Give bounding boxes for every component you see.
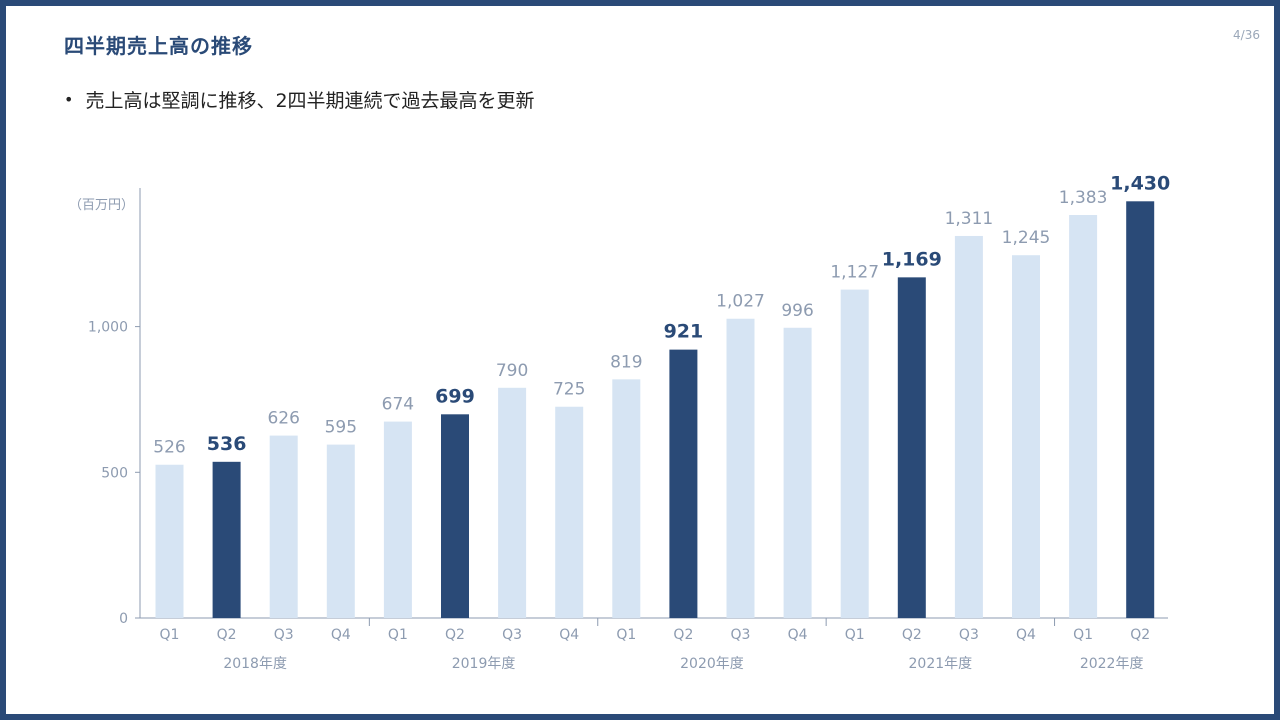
data-label: 819 — [610, 352, 642, 372]
x-tick-label: Q3 — [274, 627, 294, 643]
x-tick-label: Q2 — [445, 627, 465, 643]
x-tick-label: Q4 — [788, 627, 808, 643]
bar — [612, 379, 641, 618]
bar — [840, 289, 869, 618]
x-tick-label: Q4 — [559, 627, 579, 643]
data-label: 790 — [496, 361, 528, 381]
bar — [269, 435, 298, 618]
bar — [498, 387, 527, 618]
bar — [1126, 201, 1155, 618]
bar — [1012, 255, 1040, 618]
data-label: 1,311 — [945, 209, 994, 229]
data-label: 1,027 — [716, 292, 765, 312]
x-tick-label: Q4 — [1016, 627, 1036, 643]
data-label: 996 — [781, 301, 813, 321]
x-tick-label: Q1 — [616, 627, 636, 643]
bar — [954, 235, 983, 618]
data-label: 1,127 — [830, 263, 879, 283]
x-group-label: 2021年度 — [909, 656, 973, 672]
data-label: 595 — [325, 418, 357, 438]
x-tick-label: Q3 — [502, 627, 522, 643]
bar — [1069, 214, 1098, 618]
data-label: 1,430 — [1110, 172, 1170, 194]
data-label: 536 — [207, 433, 247, 455]
x-tick-label: Q2 — [1130, 627, 1150, 643]
data-label: 674 — [382, 395, 414, 415]
data-label: 699 — [435, 385, 475, 407]
x-tick-label: Q3 — [959, 627, 979, 643]
x-tick-label: Q1 — [845, 627, 865, 643]
x-tick-label: Q2 — [217, 627, 237, 643]
data-label: 626 — [267, 409, 299, 429]
y-tick-label: 500 — [101, 465, 128, 481]
bar — [155, 464, 184, 618]
x-tick-label: Q1 — [1073, 627, 1093, 643]
x-tick-label: Q3 — [731, 627, 751, 643]
bar — [212, 461, 241, 618]
page-number: 4/36 — [1233, 28, 1260, 42]
x-tick-label: Q2 — [902, 627, 922, 643]
x-tick-label: Q2 — [673, 627, 693, 643]
bar — [441, 414, 469, 618]
y-unit-label: （百万円） — [69, 198, 134, 213]
x-group-label: 2019年度 — [452, 656, 516, 672]
x-group-label: 2018年度 — [223, 656, 287, 672]
x-tick-label: Q4 — [331, 627, 351, 643]
bar — [383, 421, 412, 618]
bullet-item: • 売上高は堅調に推移、2四半期連続で過去最高を更新 — [64, 86, 535, 113]
bar — [669, 349, 698, 618]
y-tick-label: 1,000 — [88, 320, 128, 336]
y-tick-label: 0 — [119, 611, 128, 627]
x-group-label: 2020年度 — [680, 656, 744, 672]
bar — [555, 406, 584, 618]
data-label: 526 — [153, 438, 185, 458]
data-label: 1,245 — [1002, 228, 1051, 248]
bar — [726, 318, 755, 618]
page-title: 四半期売上高の推移 — [64, 34, 253, 58]
bullet-text: 売上高は堅調に推移、2四半期連続で過去最高を更新 — [85, 90, 535, 112]
bar — [783, 327, 812, 618]
data-label: 725 — [553, 380, 585, 400]
bar — [326, 444, 355, 618]
x-tick-label: Q1 — [160, 627, 180, 643]
data-label: 921 — [664, 321, 704, 343]
data-label: 1,383 — [1059, 188, 1108, 208]
data-label: 1,169 — [882, 248, 942, 270]
x-tick-label: Q1 — [388, 627, 408, 643]
bullet-dot-icon: • — [64, 90, 74, 109]
x-group-label: 2022年度 — [1080, 656, 1144, 672]
bar — [897, 277, 926, 618]
